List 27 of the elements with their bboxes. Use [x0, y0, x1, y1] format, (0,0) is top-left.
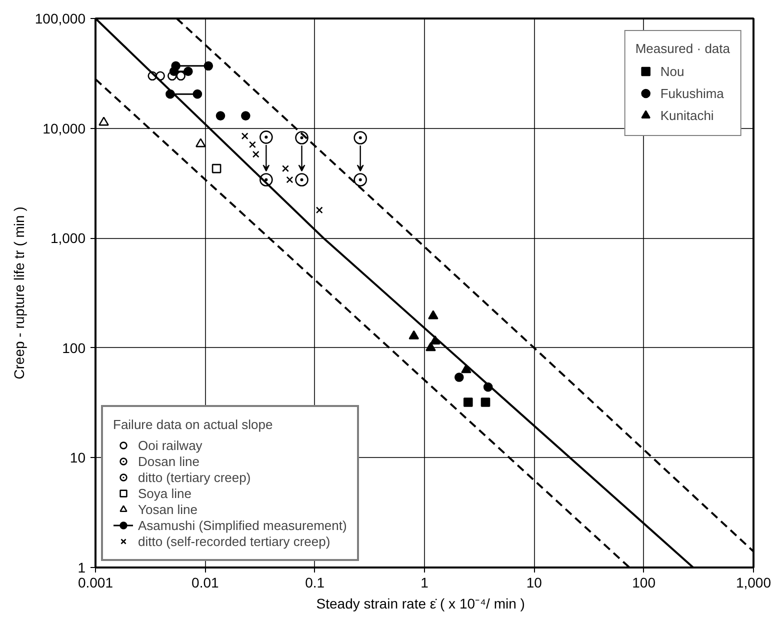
- y-tick-label: 1: [78, 560, 86, 576]
- y-tick-label: 10: [70, 450, 86, 466]
- x-tick-label: 0.01: [192, 574, 220, 590]
- y-tick-label: 1,000: [50, 230, 86, 246]
- legend-label: ditto (self-recorded tertiary creep): [138, 533, 330, 549]
- legend-label: Nou: [660, 64, 684, 78]
- legend-label: Soya line: [138, 485, 192, 501]
- x-tick-label: 0.1: [305, 574, 325, 590]
- x-axis-title: Steady strain rate ε̇ ( x 10⁻⁴/ min ): [316, 596, 525, 612]
- legend-label: Asamushi (Simplified measurement): [138, 517, 347, 533]
- x-tick-label: 0.001: [78, 574, 114, 590]
- annotation: Measured · data: [635, 41, 730, 56]
- x-tick-label: 1: [420, 574, 429, 590]
- legend-title: Failure data on actual slope: [113, 417, 274, 432]
- y-tick-label: 10,000: [42, 120, 86, 136]
- x-tick-label: 10: [526, 574, 542, 590]
- y-tick-label: 100,000: [34, 10, 86, 26]
- y-axis-title: Creep - rupture life tr ( min ): [10, 206, 27, 380]
- legend-label: Kunitachi: [660, 108, 714, 122]
- legend-label: Dosan line: [138, 453, 200, 469]
- y-tick-label: 100: [62, 340, 86, 356]
- legend-label: Ooi railway: [138, 437, 202, 453]
- x-tick-label: 100: [632, 574, 656, 590]
- legend-label: Fukushima: [660, 86, 724, 100]
- legend-label: ditto (tertiary creep): [138, 469, 251, 485]
- legend-label: Yosan line: [138, 501, 198, 517]
- x-tick-label: 1,000: [736, 574, 772, 590]
